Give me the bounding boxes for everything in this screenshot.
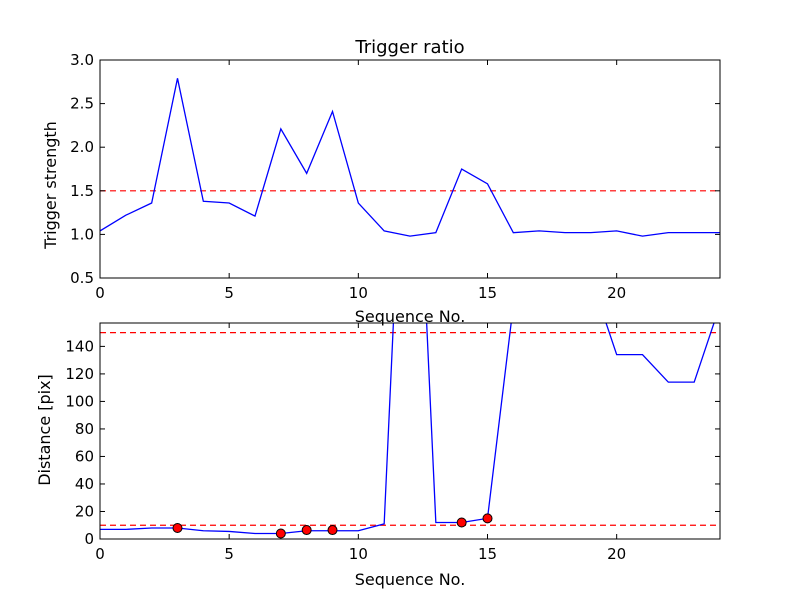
top-chart-xtick-label: 10 [349,284,368,302]
bottom-chart-marker-point [275,528,286,539]
top-chart-xlabel: Sequence No. [355,307,466,326]
bottom-chart-marker-point [456,517,467,528]
bottom-chart-marker-point [172,522,183,533]
top-chart-xtick-label: 15 [478,284,497,302]
bottom-chart-xtick-label: 0 [95,545,105,563]
bottom-chart-xtick-label: 15 [478,545,497,563]
bottom-chart-ytick-label: 20 [75,502,94,520]
top-chart-title: Trigger ratio [354,37,464,58]
top-chart-ylabel: Trigger strength [41,121,60,250]
bottom-chart-marker-point [327,525,338,536]
top-chart-plot-area [100,78,720,237]
top-chart-ytick-label: 3.0 [70,51,94,69]
top-chart-ytick-label: 0.5 [70,269,94,287]
top-chart: 0 5 10 15 20 0.5 1.0 1.5 2.0 2.5 3.0 [70,51,721,302]
top-chart-ytick-label: 2.0 [70,138,94,156]
top-chart-ytick-label: 1.5 [70,182,94,200]
bottom-chart-series-line-0 [100,323,715,535]
bottom-chart: 0 5 10 15 20 0 20 40 60 80 100 120 140 [65,322,721,563]
bottom-chart-ytick-label: 140 [65,337,94,355]
bottom-chart-ytick-label: 120 [65,365,94,383]
top-chart-ytick-label: 2.5 [70,95,94,113]
top-chart-xtick-label: 20 [607,284,626,302]
bottom-chart-ytick-label: 0 [84,530,94,548]
bottom-chart-ylabel: Distance [pix] [35,374,54,486]
bottom-chart-xlabel: Sequence No. [355,570,466,589]
bottom-chart-ytick-label: 100 [65,392,94,410]
bottom-chart-marker-point [482,513,493,524]
bottom-chart-marker-point [301,525,312,536]
top-chart-axes-frame [99,59,721,279]
bottom-chart-plot-area [100,323,720,539]
top-chart-xtick-label: 0 [95,284,105,302]
bottom-chart-ytick-label: 40 [75,475,94,493]
top-chart-ytick-label: 1.0 [70,225,94,243]
bottom-chart-xtick-label: 5 [224,545,234,563]
bottom-chart-axes-frame [99,322,721,540]
bottom-chart-xtick-label: 10 [349,545,368,563]
bottom-chart-ytick-label: 60 [75,447,94,465]
bottom-chart-ytick-label: 80 [75,420,94,438]
bottom-chart-xtick-label: 20 [607,545,626,563]
top-chart-xtick-label: 5 [224,284,234,302]
top-chart-series-line-0 [100,78,720,237]
